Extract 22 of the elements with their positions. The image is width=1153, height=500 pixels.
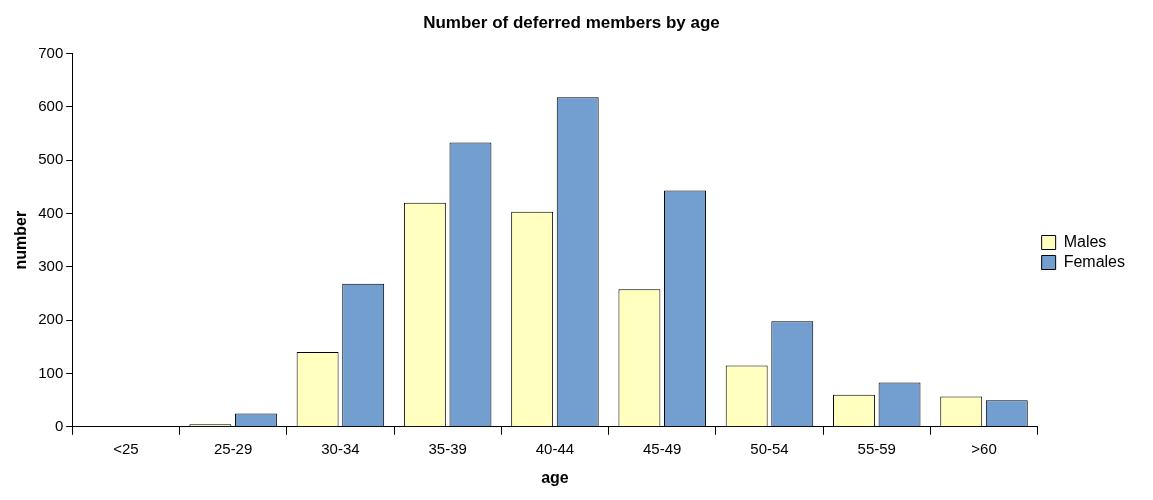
y-tick-label: 500 xyxy=(38,150,64,168)
x-axis-title: age xyxy=(541,468,569,486)
y-tick-label: 300 xyxy=(38,256,64,274)
x-tick-label: 30-34 xyxy=(321,439,360,457)
y-axis-title: number xyxy=(12,210,30,270)
x-tick-label: 50-54 xyxy=(750,439,789,457)
x-tick-label: 45-49 xyxy=(643,439,682,457)
x-tick-label: 55-59 xyxy=(857,439,896,457)
y-tick-label: 400 xyxy=(38,203,64,221)
y-tick-label: 600 xyxy=(38,96,64,114)
legend-label: Females xyxy=(1063,252,1126,270)
x-tick-label: 35-39 xyxy=(428,439,467,457)
y-tick-label: 700 xyxy=(38,43,64,61)
y-tick-label: 200 xyxy=(38,310,64,328)
x-tick-label: >60 xyxy=(971,439,997,457)
chart-title: Number of deferred members by age xyxy=(423,12,720,32)
y-tick-label: 100 xyxy=(38,363,64,381)
y-tick-label: 0 xyxy=(54,416,64,434)
x-tick-label: 40-44 xyxy=(535,439,575,457)
legend-label: Males xyxy=(1063,232,1107,250)
x-tick-label: <25 xyxy=(113,439,139,457)
x-tick-label: 25-29 xyxy=(213,439,253,457)
